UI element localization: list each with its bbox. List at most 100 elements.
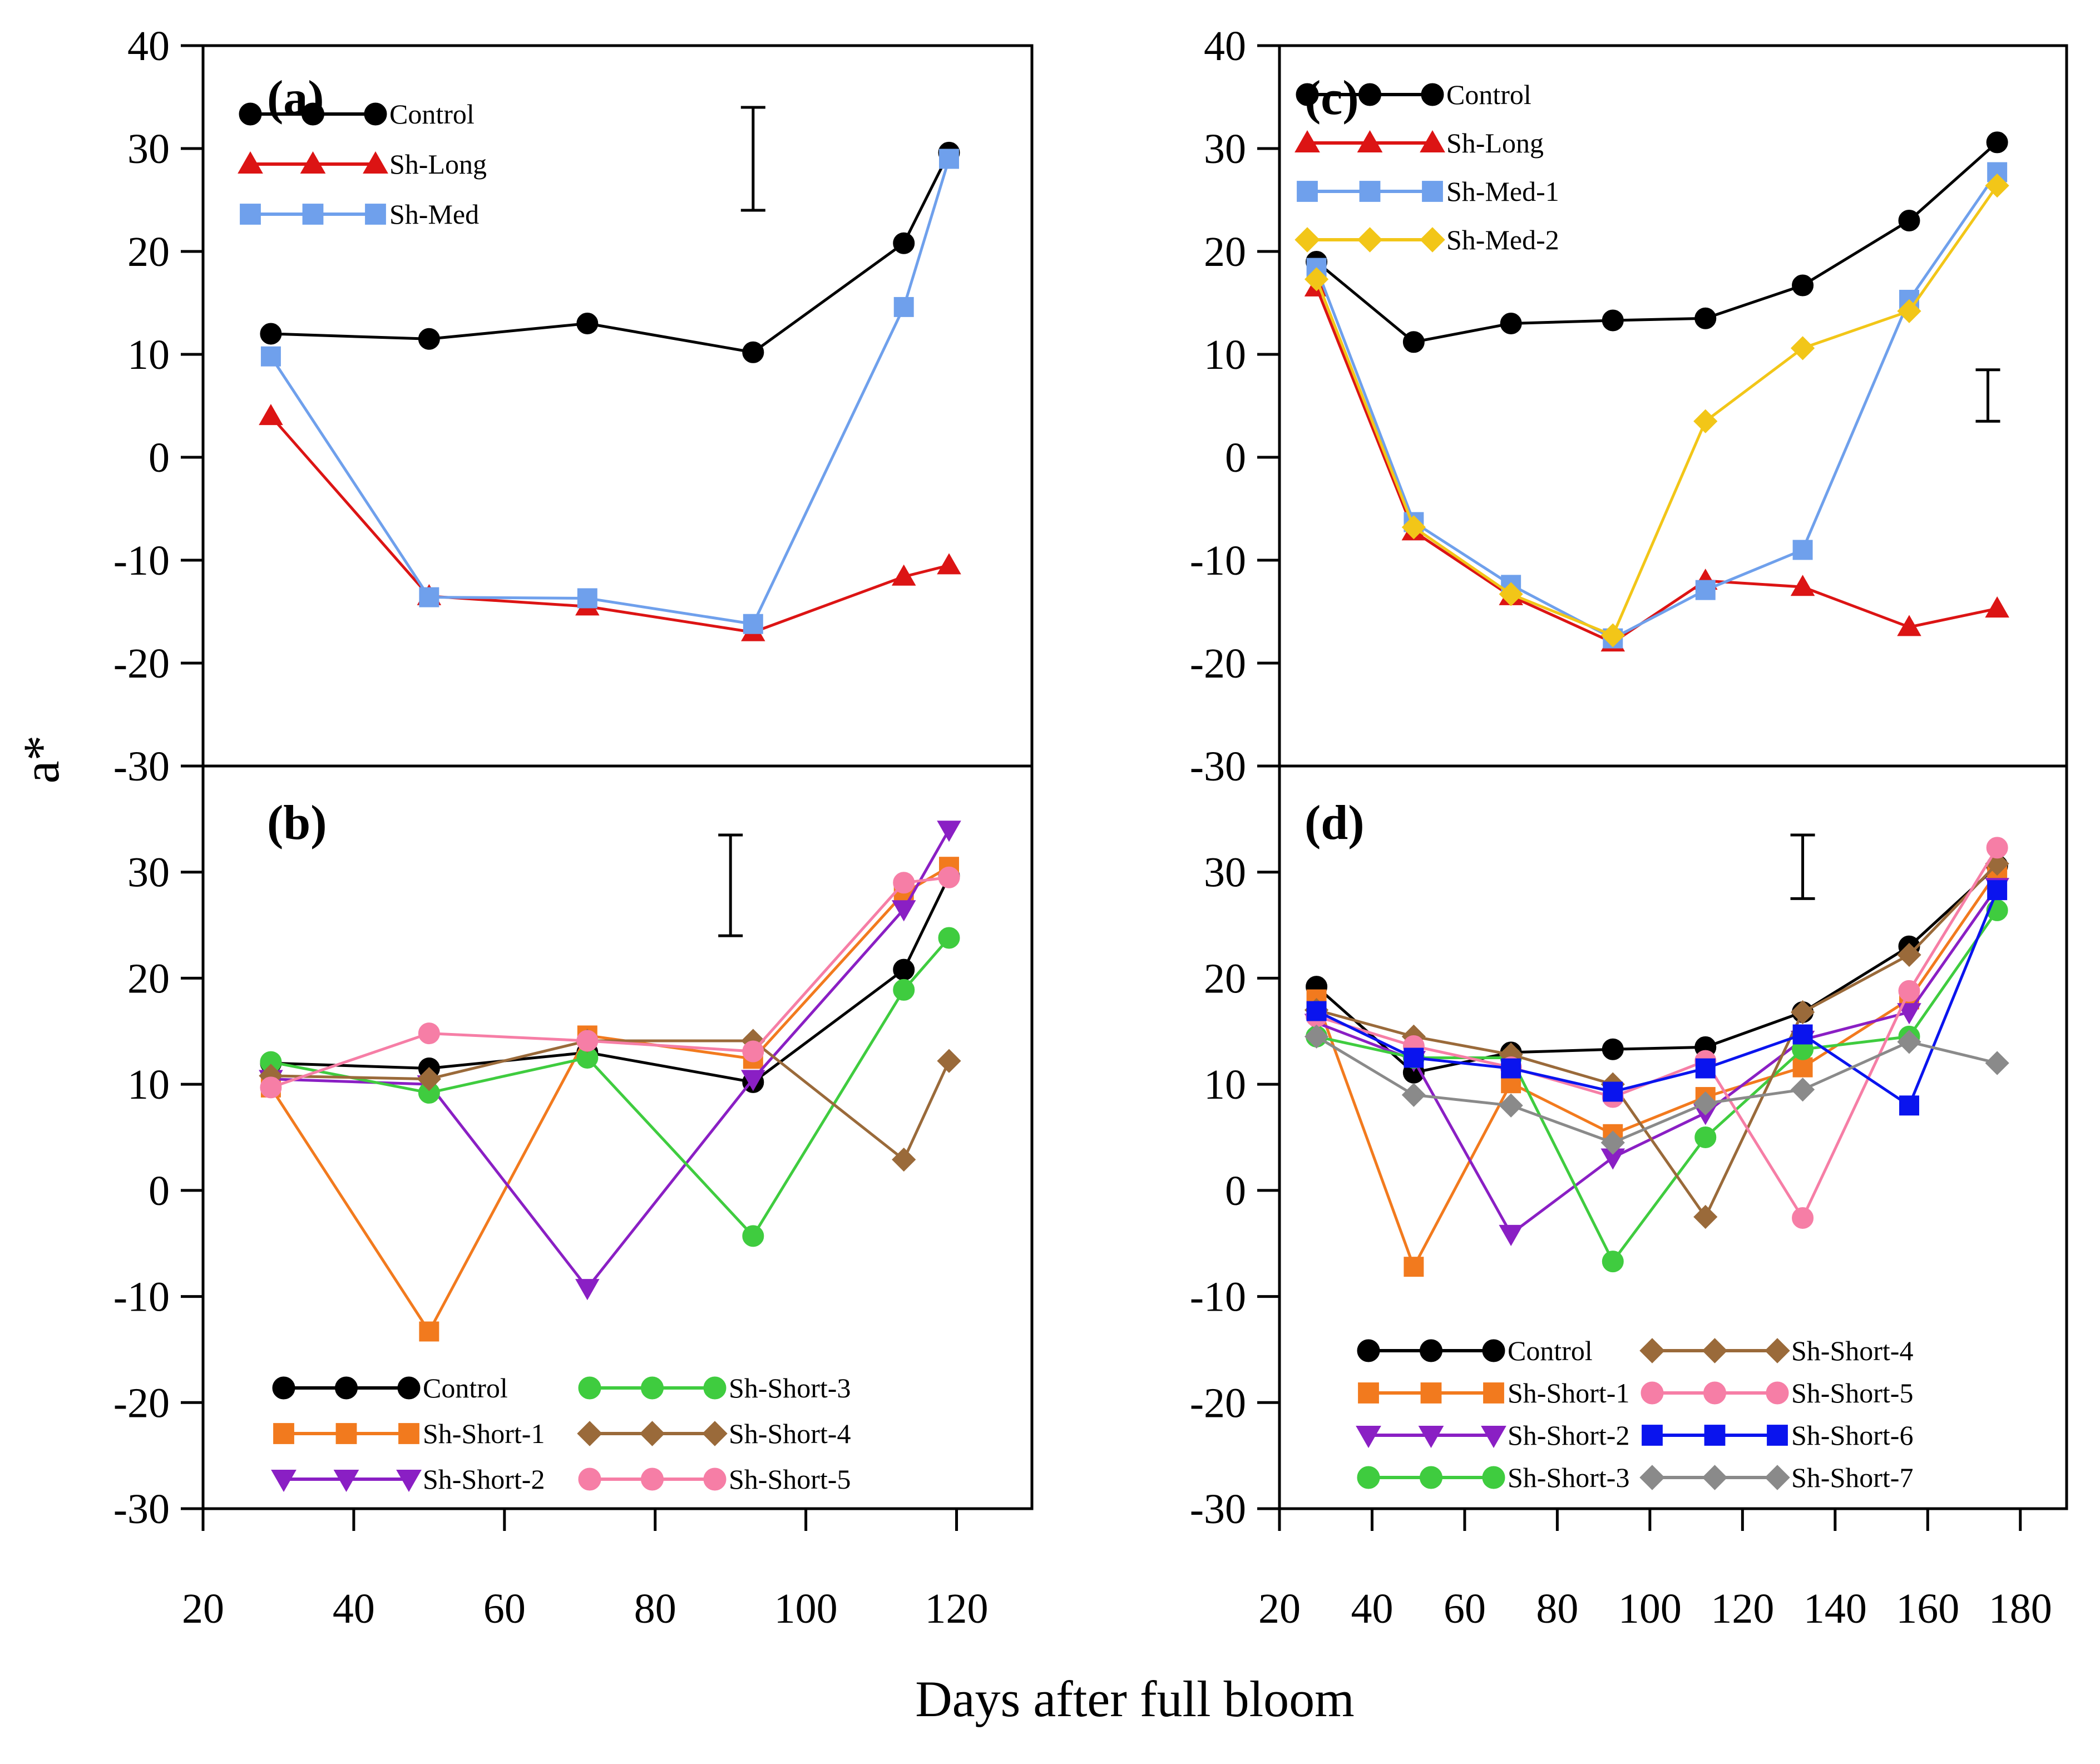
legend-item: Sh-Short-1	[273, 1418, 545, 1449]
x-tick-label: 80	[1536, 1585, 1578, 1632]
legend-marker	[1420, 227, 1445, 253]
y-tick-label: -30	[113, 743, 170, 790]
data-point-sh-short-3	[1602, 1251, 1624, 1273]
legend-marker	[703, 1376, 727, 1400]
x-tick-label: 100	[1618, 1585, 1682, 1632]
legend-marker	[396, 1470, 422, 1493]
series-line-control	[1315, 864, 1998, 1074]
data-point-sh-short-2	[1897, 1003, 1921, 1025]
data-point-control	[893, 232, 915, 254]
data-point-sh-short-6	[1404, 1047, 1424, 1068]
data-point-sh-short-3	[938, 927, 960, 949]
data-point-control	[260, 323, 282, 345]
data-point-control	[576, 313, 599, 334]
data-point-sh-med	[419, 587, 439, 607]
data-point-sh-short-5	[1898, 980, 1920, 1002]
series-sh-short-4	[259, 1029, 961, 1172]
x-tick-label: 140	[1803, 1585, 1867, 1632]
y-tick-label: -10	[113, 1274, 170, 1321]
data-point-control	[1898, 210, 1920, 231]
panel-label-d: (d)	[1305, 796, 1365, 850]
data-point-sh-med-2	[1401, 515, 1426, 540]
legend-marker	[1767, 1425, 1788, 1446]
legend-b: Control Sh-Short-1 Sh-Short-2 Sh-Short-3 Sh-…	[271, 1372, 851, 1495]
series-control	[260, 865, 960, 1093]
legend-marker	[1420, 1339, 1442, 1362]
series-sh-short-5	[260, 866, 960, 1099]
series-sh-med-1	[1306, 162, 2008, 649]
legend-marker	[335, 1376, 358, 1400]
series-line-sh-short-3	[1316, 909, 1999, 1264]
x-tick-label: 180	[1989, 1585, 2052, 1632]
data-point-sh-short-3	[893, 979, 915, 1001]
series-line-sh-short-2	[270, 829, 951, 1291]
y-tick-label: 30	[1204, 849, 1246, 896]
legend-item: Sh-Med-1	[1297, 176, 1559, 207]
plot-frame-d	[1278, 764, 2068, 1510]
legend-marker	[239, 102, 262, 126]
legend-marker	[1357, 130, 1383, 152]
data-point-control	[1602, 309, 1624, 332]
data-point-sh-short-7	[1693, 1091, 1718, 1116]
legend-label: Control	[389, 98, 475, 130]
data-point-control	[893, 958, 915, 981]
y-tick-label: -20	[1190, 1380, 1246, 1426]
data-point-sh-short-7	[1897, 1030, 1921, 1054]
legend-label: Control	[1508, 1335, 1593, 1366]
legend-marker	[578, 1467, 601, 1491]
x-axis-title: Days after full bloom	[915, 1671, 1354, 1727]
y-tick-label: 20	[1204, 229, 1246, 275]
data-point-sh-short-6	[1603, 1081, 1623, 1102]
legend-marker	[272, 1376, 295, 1400]
legend-marker	[1481, 1426, 1506, 1449]
data-point-sh-short-1	[1792, 1057, 1813, 1078]
data-point-sh-short-4	[1897, 942, 1921, 967]
legend-a: Control Sh-Long Sh-Med	[238, 98, 487, 230]
data-point-sh-short-2	[575, 1279, 600, 1301]
data-point-sh-long	[937, 553, 961, 575]
data-point-sh-short-5	[1986, 837, 2008, 859]
legend-marker	[1483, 1382, 1504, 1404]
legend-marker	[641, 1467, 664, 1491]
legend-item: Sh-Long	[238, 149, 487, 180]
legend-marker	[302, 204, 324, 225]
data-point-control	[1792, 274, 1814, 297]
series-line-control	[270, 876, 951, 1084]
plot-frame-c	[1278, 44, 2068, 768]
y-tick-label: 30	[127, 126, 170, 172]
error-bar-a	[740, 106, 765, 212]
legend-label: Sh-Short-2	[423, 1464, 545, 1495]
legend-item: Sh-Short-6	[1642, 1420, 1913, 1451]
data-point-sh-med	[893, 297, 914, 317]
legend-marker	[365, 204, 386, 225]
data-point-sh-short-2	[937, 821, 961, 842]
legend-d: Control Sh-Short-1 Sh-Short-2 Sh-Short-3 Sh-…	[1356, 1335, 1913, 1493]
legend-marker	[1296, 83, 1319, 106]
legend-item: Control	[239, 98, 475, 130]
data-point-sh-short-2	[1499, 1224, 1523, 1246]
legend-item: Sh-Short-2	[1356, 1420, 1629, 1451]
series-line-sh-med-1	[1315, 171, 1999, 640]
series-sh-med-2	[1304, 173, 2009, 648]
data-point-sh-short-5	[938, 866, 960, 888]
series-line-sh-short-1	[269, 866, 950, 1335]
data-point-sh-short-6	[1987, 880, 2008, 901]
legend-marker	[702, 1421, 728, 1446]
legend-label: Sh-Long	[389, 149, 487, 180]
legend-marker	[1482, 1466, 1505, 1489]
series-line-sh-short-4	[1316, 862, 1998, 1220]
data-point-sh-long	[891, 564, 916, 586]
error-bar-c	[1975, 368, 2000, 423]
legend-label: Sh-Short-7	[1791, 1462, 1913, 1493]
data-point-sh-short-3	[742, 1225, 764, 1247]
x-tick-label: 20	[182, 1585, 224, 1632]
legend-marker	[1639, 1465, 1665, 1490]
data-point-control	[742, 341, 764, 363]
data-point-control	[1402, 331, 1425, 353]
y-tick-label: 20	[127, 229, 170, 275]
legend-marker	[1359, 181, 1381, 202]
data-point-control	[1694, 307, 1717, 329]
